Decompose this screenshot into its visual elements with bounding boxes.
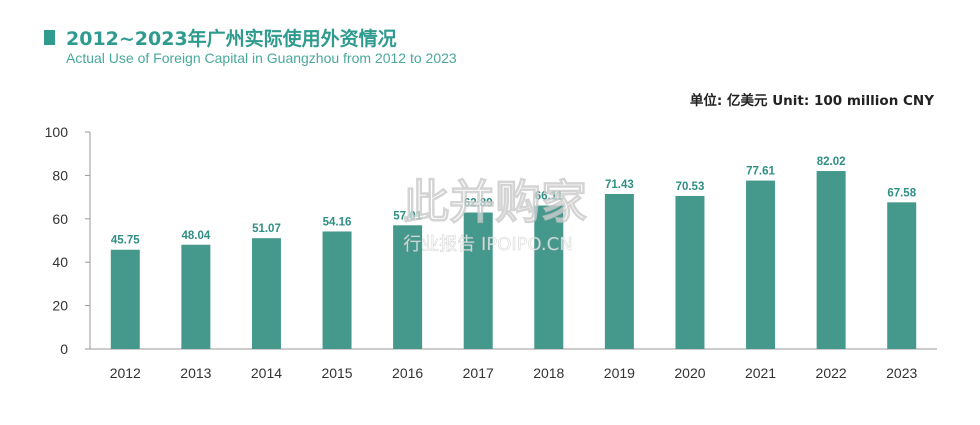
- x-tick-label: 2023: [886, 365, 917, 381]
- data-label: 77.61: [746, 166, 775, 178]
- x-tick-label: 2014: [251, 365, 282, 381]
- bar: [887, 202, 917, 349]
- bars: [110, 171, 917, 349]
- x-tick-label: 2022: [816, 365, 847, 381]
- x-tick-label: 2020: [674, 365, 705, 381]
- watermark: 此并购家 行业报告 IPOIPO.CN: [403, 175, 588, 256]
- watermark-url-text: 行业报告 IPOIPO.CN: [403, 234, 572, 255]
- data-label: 54.16: [323, 216, 352, 228]
- data-label: 66.11: [535, 191, 564, 203]
- bar: [534, 205, 564, 349]
- chart-title: 2012~2023年广州实际使用外资情况: [66, 28, 397, 50]
- x-tick-label: 2016: [392, 365, 423, 381]
- data-label: 71.43: [605, 179, 634, 191]
- y-tick-label: 20: [52, 298, 68, 314]
- bar: [463, 212, 493, 349]
- bar: [816, 171, 846, 349]
- x-tick-label: 2012: [110, 365, 141, 381]
- data-label: 45.75: [111, 235, 140, 247]
- unit-label: 单位: 亿美元 Unit: 100 million CNY: [689, 93, 934, 109]
- data-label: 62.89: [464, 198, 493, 210]
- data-label: 70.53: [676, 181, 705, 193]
- axes: 0 20 40 60 80 100 2012 2013 2014 2015 2016 2017 2018…: [45, 124, 937, 381]
- bar: [393, 225, 423, 349]
- x-tick-label: 2015: [321, 365, 352, 381]
- data-label: 57.01: [393, 210, 422, 222]
- y-tick-label: 100: [45, 124, 69, 140]
- bar: [110, 249, 140, 349]
- x-tick-label: 2017: [463, 365, 494, 381]
- chart-subtitle: Actual Use of Foreign Capital in Guangzh…: [66, 50, 457, 66]
- value-labels: 45.75 48.04 51.07 54.16 57.01 62.89 66.11 71.43…: [111, 156, 917, 247]
- data-label: 82.02: [817, 156, 846, 168]
- bar: [604, 193, 634, 349]
- watermark-logo-text: 此并购家: [403, 175, 587, 229]
- bar: [251, 238, 281, 349]
- y-tick-label: 40: [52, 254, 68, 270]
- title-marker: [44, 30, 55, 45]
- x-tick-label: 2018: [533, 365, 564, 381]
- x-tick-label: 2013: [180, 365, 211, 381]
- data-label: 67.58: [887, 187, 916, 199]
- data-label: 48.04: [181, 230, 210, 242]
- bar: [322, 231, 352, 349]
- bar: [181, 244, 211, 349]
- y-tick-label: 60: [52, 211, 68, 227]
- data-label: 51.07: [252, 223, 281, 235]
- y-tick-label: 80: [52, 167, 68, 183]
- bar: [675, 195, 705, 349]
- bar: [746, 180, 776, 349]
- x-tick-label: 2019: [604, 365, 635, 381]
- x-tick-label: 2021: [745, 365, 776, 381]
- y-tick-label: 0: [60, 341, 68, 357]
